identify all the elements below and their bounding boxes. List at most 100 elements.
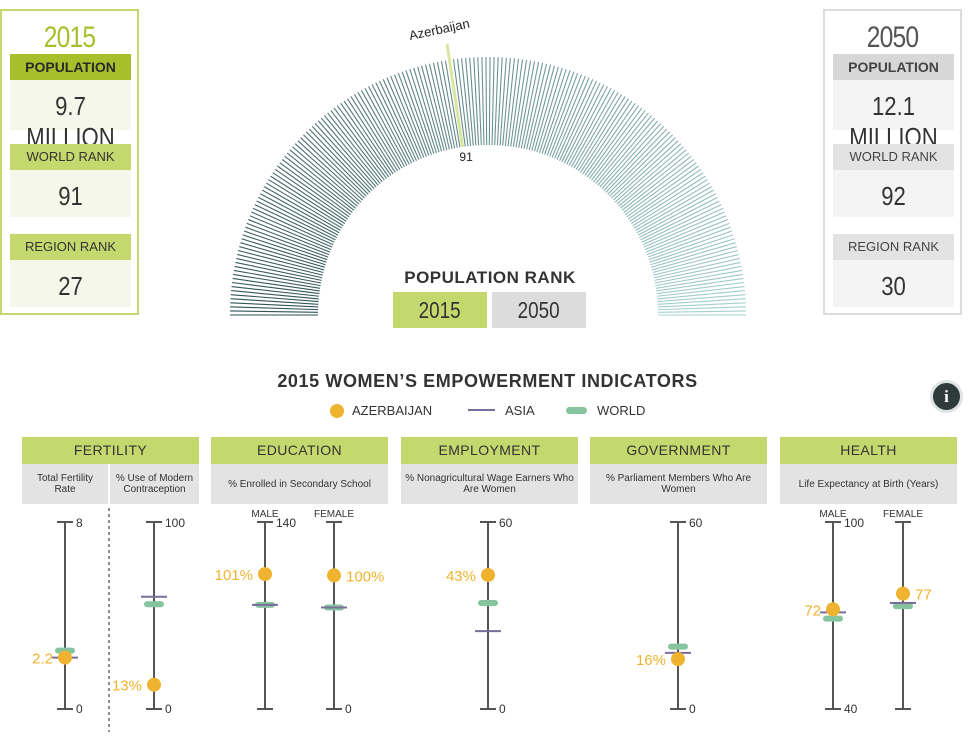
gauge-tick[interactable]	[393, 74, 427, 157]
gauge-tick[interactable]	[424, 64, 448, 151]
gauge-tick[interactable]	[657, 298, 746, 305]
gauge-tick[interactable]	[238, 249, 324, 274]
gauge-tick[interactable]	[297, 140, 364, 201]
gauge-tick[interactable]	[243, 230, 328, 261]
gauge-tick[interactable]	[538, 68, 567, 154]
gauge-tick[interactable]	[544, 71, 575, 155]
country-marker[interactable]	[671, 652, 685, 667]
gauge-tick[interactable]	[268, 179, 344, 227]
country-marker[interactable]	[481, 567, 495, 582]
gauge-tick[interactable]	[456, 58, 469, 147]
gauge-tick[interactable]	[523, 62, 544, 149]
gauge-tick[interactable]	[507, 58, 520, 147]
gauge-tick[interactable]	[488, 57, 491, 146]
gauge-tick[interactable]	[657, 302, 746, 308]
country-marker[interactable]	[896, 586, 910, 601]
gauge-tick[interactable]	[641, 204, 722, 243]
gauge-tick[interactable]	[343, 100, 394, 175]
gauge-tick[interactable]	[580, 98, 630, 173]
gauge-tick[interactable]	[246, 222, 330, 256]
gauge-tick[interactable]	[549, 74, 583, 157]
gauge-tick[interactable]	[577, 96, 626, 172]
gauge-tick[interactable]	[272, 172, 347, 222]
gauge-tick[interactable]	[651, 246, 737, 271]
gauge-tick[interactable]	[491, 57, 495, 146]
gauge-tick[interactable]	[232, 277, 320, 292]
info-icon[interactable]: i	[930, 380, 963, 413]
gauge-tick[interactable]	[621, 155, 692, 211]
gauge-tick[interactable]	[320, 117, 379, 186]
gauge-tick[interactable]	[652, 249, 738, 274]
gauge-tick[interactable]	[647, 226, 731, 258]
gauge-tick[interactable]	[409, 68, 438, 154]
gauge-tick[interactable]	[611, 137, 676, 199]
gauge-tick[interactable]	[233, 273, 321, 289]
gauge-tick[interactable]	[640, 200, 720, 241]
gauge-tick[interactable]	[230, 302, 319, 308]
gauge-tick[interactable]	[417, 66, 443, 152]
gauge-tick[interactable]	[646, 222, 730, 256]
gauge-tick[interactable]	[624, 162, 697, 216]
gauge-tick[interactable]	[346, 98, 396, 173]
gauge-tick[interactable]	[623, 158, 695, 213]
gauge-tick[interactable]	[654, 261, 741, 281]
gauge-tick[interactable]	[568, 87, 612, 166]
gauge-tick[interactable]	[605, 128, 668, 193]
gauge-tick[interactable]	[234, 265, 322, 284]
gauge-tick[interactable]	[270, 175, 346, 224]
gauge-tick[interactable]	[390, 75, 425, 158]
gauge-tick[interactable]	[277, 165, 350, 218]
gauge-tick[interactable]	[644, 215, 727, 251]
gauge-tick[interactable]	[421, 65, 445, 151]
gauge-tick[interactable]	[375, 82, 415, 163]
gauge-tick-highlighted[interactable]	[445, 43, 465, 148]
gauge-tick[interactable]	[504, 58, 515, 146]
gauge-tick[interactable]	[599, 120, 659, 188]
gauge-tick[interactable]	[241, 238, 326, 266]
gauge-tick[interactable]	[235, 261, 322, 281]
gauge-tick[interactable]	[637, 193, 716, 236]
gauge-tick[interactable]	[452, 59, 466, 147]
gauge-tick[interactable]	[477, 57, 482, 146]
gauge-tick[interactable]	[340, 102, 392, 176]
gauge-ticks[interactable]	[230, 43, 746, 316]
gauge-tick[interactable]	[632, 179, 708, 227]
gauge-tick[interactable]	[656, 281, 745, 295]
gauge-tick[interactable]	[405, 70, 435, 155]
gauge-tick[interactable]	[260, 193, 339, 236]
gauge-tick[interactable]	[240, 242, 325, 268]
gauge-tick[interactable]	[649, 234, 734, 263]
gauge-tick[interactable]	[595, 115, 653, 184]
country-marker[interactable]	[327, 568, 341, 583]
gauge-tick[interactable]	[643, 211, 725, 248]
gauge-tick[interactable]	[239, 246, 325, 271]
gauge-tick[interactable]	[382, 79, 420, 160]
gauge-tick[interactable]	[657, 294, 746, 303]
country-marker[interactable]	[826, 602, 840, 617]
country-marker[interactable]	[258, 567, 272, 582]
gauge-tick[interactable]	[645, 219, 728, 253]
gauge-tick[interactable]	[593, 112, 649, 183]
gauge-tick[interactable]	[254, 204, 335, 243]
gauge-tick[interactable]	[639, 196, 718, 238]
gauge-tick[interactable]	[582, 100, 633, 175]
gauge-tick[interactable]	[284, 155, 355, 211]
gauge-tick[interactable]	[551, 75, 586, 158]
gauge-tick[interactable]	[648, 230, 733, 261]
gauge-tick[interactable]	[614, 143, 682, 203]
gauge-tick[interactable]	[333, 107, 388, 179]
gauge-tick[interactable]	[242, 234, 327, 263]
gauge-tick[interactable]	[494, 57, 499, 146]
gauge-tick[interactable]	[626, 165, 699, 218]
gauge-tick[interactable]	[350, 96, 399, 172]
gauge-tick[interactable]	[286, 152, 357, 209]
gauge-tick[interactable]	[353, 94, 401, 170]
gauge-tick[interactable]	[371, 84, 413, 164]
gauge-tick[interactable]	[378, 80, 417, 162]
gauge-tick[interactable]	[300, 137, 365, 199]
gauge-tick[interactable]	[657, 290, 745, 300]
gauge-tick[interactable]	[231, 290, 319, 300]
gauge-tick[interactable]	[230, 294, 319, 303]
gauge-tick[interactable]	[265, 182, 343, 229]
gauge-tick[interactable]	[635, 186, 713, 231]
